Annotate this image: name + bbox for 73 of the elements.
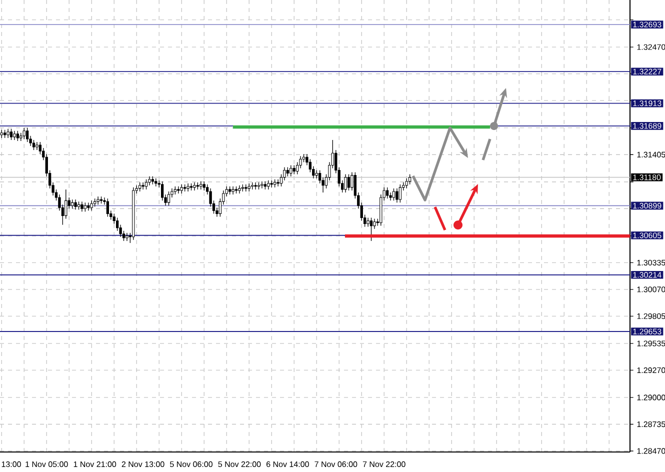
x-tick-label: 5 Nov 06:00 (170, 461, 212, 468)
candlestick (366, 217, 370, 228)
y-tick-label: 1.29535 (637, 340, 665, 346)
ref-line-label: 1.30899 (633, 202, 662, 209)
candlestick (144, 179, 148, 190)
y-tick-label: 1.30070 (637, 286, 665, 292)
candlestick (286, 166, 290, 177)
candlestick (292, 164, 296, 175)
x-tick-label: 7 Nov 22:00 (362, 461, 406, 468)
ref-line-label: 1.32693 (633, 22, 662, 28)
ref-line-label: 1.30214 (633, 272, 662, 278)
candlestick (202, 181, 206, 191)
candlestick (36, 142, 38, 150)
candlestick (84, 202, 87, 212)
ref-line-label: 1.30605 (633, 232, 662, 238)
x-tick-label: 1 Nov 21:00 (74, 461, 116, 468)
candlestick (74, 199, 77, 210)
candlestick (260, 181, 264, 189)
candlestick (167, 191, 170, 206)
x-tick-label: 5 Nov 22:00 (218, 461, 261, 468)
y-tick-label: 1.31405 (637, 152, 665, 158)
candlestick (138, 182, 142, 192)
candlestick (396, 188, 398, 203)
candlestick (232, 186, 234, 195)
candlestick (180, 184, 183, 194)
candlestick (238, 185, 241, 194)
candlestick (26, 128, 29, 142)
candlestick (276, 179, 280, 187)
candlestick (405, 178, 408, 189)
candlestick (373, 218, 376, 230)
candlestick (96, 196, 100, 205)
candlestick (398, 184, 402, 203)
candlestick (344, 174, 347, 193)
candlestick (370, 217, 373, 242)
candlestick (408, 174, 412, 185)
candlestick (13, 130, 16, 140)
candlestick (6, 128, 10, 138)
candlestick (148, 176, 151, 186)
x-tick-label: 13:00 (2, 461, 21, 468)
candlestick (126, 232, 128, 242)
candlestick (106, 198, 110, 218)
candlestick (193, 182, 196, 191)
candlestick (80, 201, 84, 212)
candlestick (254, 182, 257, 190)
y-tick-label: 1.28735 (637, 421, 665, 428)
candlestick (70, 199, 74, 209)
candlestick (90, 200, 93, 211)
candlestick (290, 164, 292, 177)
ref-line-label: 1.32227 (633, 68, 662, 74)
candlestick (347, 174, 350, 191)
candlestick (267, 180, 270, 190)
y-tick-label: 1.30335 (637, 260, 665, 266)
candlestick (186, 183, 190, 192)
candlestick (386, 187, 389, 199)
x-tick-label: 2 Nov 13:00 (122, 461, 164, 468)
candlestick (142, 182, 144, 190)
ref-line-label: 1.31180 (633, 174, 661, 180)
x-tick-label: 7 Nov 06:00 (314, 461, 358, 468)
ref-line-label: 1.29653 (633, 328, 662, 334)
y-tick-label: 1.28470 (637, 448, 665, 454)
candlestick (16, 130, 20, 142)
ref-line-label: 1.31689 (633, 123, 662, 129)
y-tick-label: 1.29270 (637, 367, 665, 374)
candlestick (392, 188, 396, 201)
x-tick-label: 6 Nov 14:00 (266, 461, 309, 468)
candlestick (32, 140, 36, 150)
y-tick-label: 1.32470 (637, 44, 665, 50)
y-tick-label: 1.29000 (637, 394, 665, 400)
y-tick-label: 1.29805 (637, 313, 665, 320)
x-tick-label: 1 Nov 05:00 (26, 461, 68, 468)
ref-line-label: 1.31913 (633, 100, 662, 106)
candlestick (10, 128, 13, 140)
candlestick (22, 128, 26, 140)
